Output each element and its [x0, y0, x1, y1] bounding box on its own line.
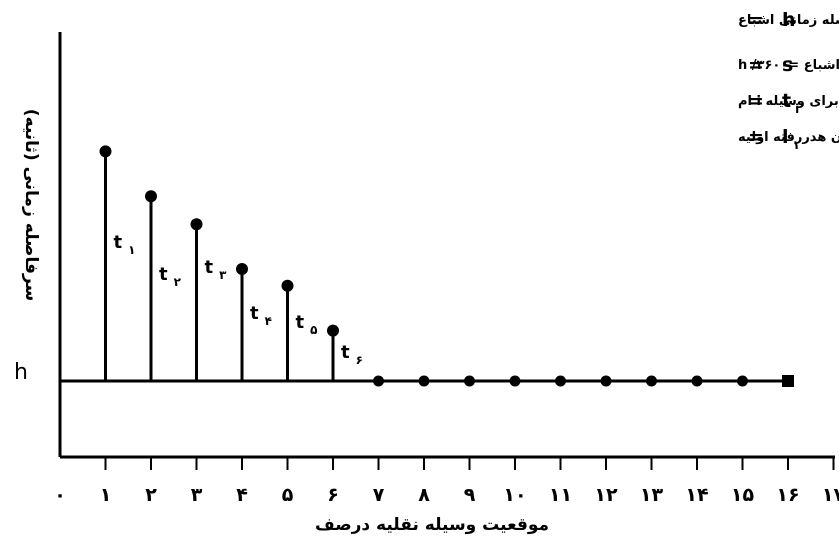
y-axis-title: سرفاصله زمانی (ثانیه): [21, 109, 41, 302]
x-tick-label-1: ۱: [100, 484, 112, 506]
x-tick-label-15: ۱۵: [731, 484, 755, 506]
headway-stems: [104, 151, 335, 381]
x-axis-title: موقعیت وسیله نقلیه درصف: [315, 515, 549, 535]
x-tick-label-4: ۴: [236, 484, 248, 506]
x-tick-label-6: ۶: [327, 484, 339, 506]
data-point-15: [737, 375, 748, 387]
x-tick-label-17: ۱۷: [822, 484, 839, 506]
data-point-7: [373, 375, 384, 387]
data-point-12: [600, 375, 612, 387]
data-point-11: [555, 375, 566, 387]
x-tick-label-7: ۷: [373, 484, 385, 506]
legend-text-3: کل زمان هدررفته اولیه: [738, 130, 839, 145]
data-point-2: [145, 190, 157, 203]
x-tick-label-12: ۱۲: [594, 484, 618, 506]
x-ticks: ۰۱۲۳۴۵۶۷۸۹۱۰۱۱۱۲۱۳۱۴۱۵۱۶۱۷: [54, 457, 839, 506]
data-point-8: [418, 375, 430, 387]
x-tick-label-8: ۸: [418, 484, 430, 506]
axes: [58, 32, 835, 459]
x-tick-label-9: ۹: [464, 484, 476, 506]
data-point-14: [691, 375, 703, 387]
x-tick-label-16: ۱۶: [776, 484, 799, 506]
data-point-3: [190, 218, 203, 231]
data-point-5: [281, 279, 294, 292]
x-tick-label-3: ۳: [191, 484, 203, 506]
x-tick-label-13: ۱۳: [640, 484, 664, 506]
legend-equals-2: =: [748, 90, 764, 112]
legend-text-2: زمان هدر رفته اولیه برای وسیله i ام: [738, 94, 839, 109]
x-tick-label-5: ۵: [282, 484, 294, 506]
headway-points: [99, 145, 794, 387]
x-tick-label-2: ۲: [145, 484, 157, 506]
legend-equals-0: =: [748, 9, 764, 31]
x-tick-label-0: ۰: [54, 484, 66, 506]
legend-symbol-1: s: [782, 54, 793, 76]
data-point-10: [509, 375, 521, 387]
data-point-13: [646, 375, 657, 387]
x-tick-label-10: ۱۰: [503, 484, 526, 506]
data-point-4: [236, 263, 248, 275]
x-tick-label-14: ۱۴: [685, 484, 708, 506]
data-point-9: [464, 375, 475, 387]
data-point-1: [99, 145, 112, 158]
data-point-6: [327, 324, 339, 337]
legend-symbol-0: h: [782, 9, 796, 31]
baseline-h-label: h: [14, 360, 28, 385]
legend-equals-3: =: [748, 126, 764, 148]
legend-text-1: نرخ جریان اشباع =h /۳۶۰۰: [738, 58, 839, 73]
x-tick-label-11: ۱۱: [549, 484, 572, 506]
lost-time-labels: t ۱ t ۲ t ۳ t ۴ t ۵ t ۶: [114, 232, 363, 367]
data-point-16: [782, 375, 794, 387]
legend-equals-1: =: [748, 54, 764, 76]
legend-text-0: فاصله زمانی اشباع: [738, 13, 839, 28]
